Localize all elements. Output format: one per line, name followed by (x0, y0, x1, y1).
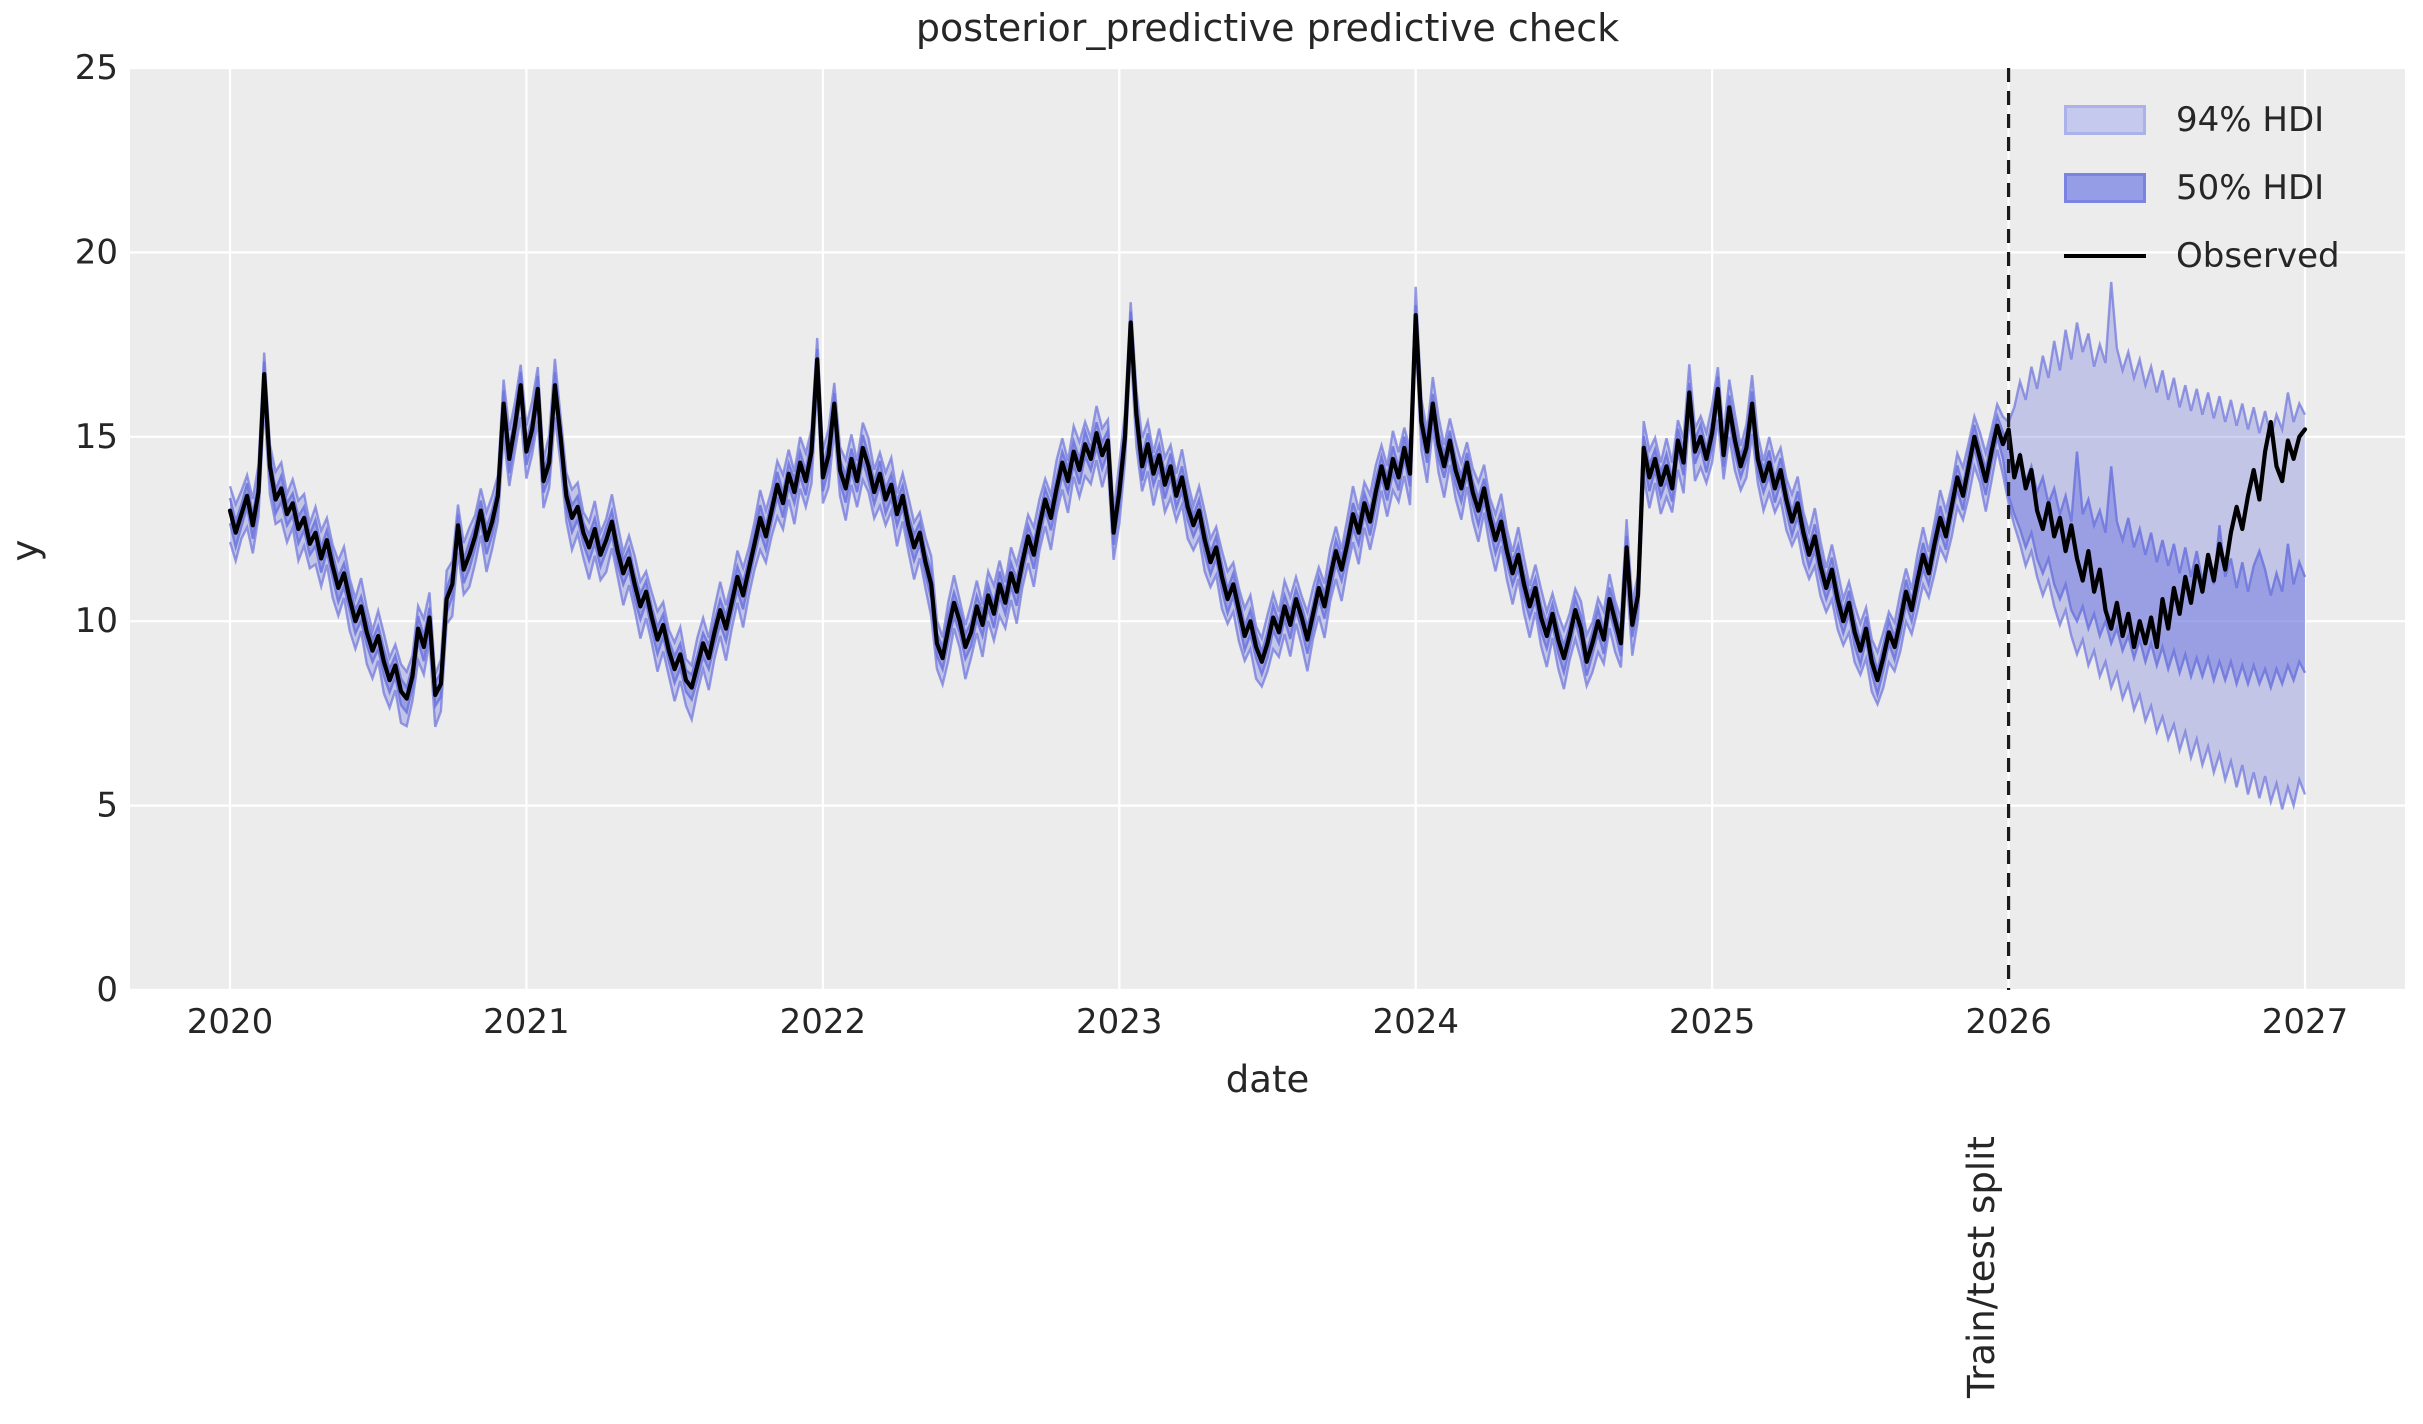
legend-entry-50-hdi: 50% HDI (2064, 168, 2340, 208)
x-tick-label: 2024 (1372, 1002, 1459, 1042)
legend-label-50-hdi: 50% HDI (2176, 168, 2325, 208)
x-tick-label: 2023 (1076, 1002, 1163, 1042)
hdi-50-swatch-icon (2064, 173, 2146, 203)
legend-entry-observed: Observed (2064, 236, 2340, 276)
legend-entry-94-hdi: 94% HDI (2064, 100, 2340, 140)
hdi-50-lower-edge (228, 329, 2307, 716)
y-tick-label: 10 (75, 601, 118, 641)
observed-line (227, 313, 2308, 701)
observed-line-swatch-icon (2064, 254, 2146, 258)
x-axis-label: date (1225, 1058, 1310, 1101)
legend: 94% HDI 50% HDI Observed (2064, 100, 2340, 306)
legend-label-94-hdi: 94% HDI (2176, 100, 2325, 140)
y-tick-label: 0 (96, 970, 118, 1010)
x-tick-label: 2021 (483, 1002, 570, 1042)
y-tick-label: 5 (96, 786, 118, 826)
hdi-94-upper-edge (228, 281, 2307, 676)
chart-title: posterior_predictive predictive check (915, 6, 1620, 50)
y-tick-label: 20 (75, 232, 118, 272)
y-axis-label: y (3, 539, 47, 562)
hdi-94-lower-edge (228, 339, 2307, 811)
hdi-94-swatch-icon (2064, 105, 2146, 135)
x-tick-label: 2020 (187, 1002, 274, 1042)
x-tick-label: 2022 (780, 1002, 867, 1042)
x-tick-label: 2025 (1669, 1002, 1756, 1042)
y-tick-label: 15 (75, 417, 118, 457)
x-tick-label: 2027 (2262, 1002, 2349, 1042)
legend-label-observed: Observed (2176, 236, 2340, 276)
y-tick-label: 25 (75, 48, 118, 88)
plot-background (130, 68, 2405, 990)
train-test-split-label: Train/test split (1960, 1136, 2003, 1398)
x-tick-label: 2026 (1965, 1002, 2052, 1042)
hdi-50-upper-edge (228, 305, 2307, 691)
